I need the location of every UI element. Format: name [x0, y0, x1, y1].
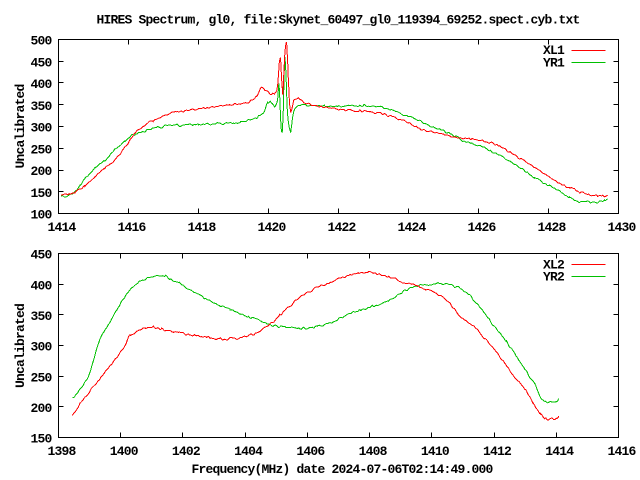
svg-text:100: 100 [30, 208, 52, 223]
svg-text:1422: 1422 [327, 220, 356, 235]
svg-text:1402: 1402 [172, 444, 201, 459]
svg-text:HIRES Spectrum, gl0, file:Skyn: HIRES Spectrum, gl0, file:Skynet_60497_g… [96, 13, 579, 28]
svg-text:1414: 1414 [545, 444, 574, 459]
svg-text:500: 500 [30, 34, 52, 49]
svg-text:1398: 1398 [47, 444, 76, 459]
svg-text:1408: 1408 [359, 444, 388, 459]
svg-text:XL2: XL2 [543, 258, 565, 273]
svg-text:Uncalibrated: Uncalibrated [13, 84, 28, 168]
svg-text:450: 450 [30, 248, 52, 263]
svg-text:400: 400 [30, 278, 52, 293]
svg-text:350: 350 [30, 309, 52, 324]
svg-text:1420: 1420 [257, 220, 286, 235]
svg-text:Uncalibrated: Uncalibrated [13, 304, 28, 388]
svg-text:300: 300 [30, 340, 52, 355]
svg-text:1404: 1404 [234, 444, 263, 459]
svg-text:1426: 1426 [467, 220, 496, 235]
svg-text:1400: 1400 [110, 444, 139, 459]
svg-text:YR1: YR1 [543, 56, 565, 71]
svg-text:XL1: XL1 [543, 43, 565, 58]
svg-text:350: 350 [30, 99, 52, 114]
svg-text:1424: 1424 [397, 220, 426, 235]
svg-text:150: 150 [30, 186, 52, 201]
svg-text:1416: 1416 [607, 444, 636, 459]
svg-text:1410: 1410 [421, 444, 450, 459]
svg-text:150: 150 [30, 432, 52, 447]
svg-text:1430: 1430 [607, 220, 636, 235]
svg-text:Frequency(MHz) date 2024-07-06: Frequency(MHz) date 2024-07-06T02:14:49.… [191, 462, 493, 477]
svg-text:1416: 1416 [117, 220, 146, 235]
svg-text:450: 450 [30, 55, 52, 70]
svg-text:1406: 1406 [296, 444, 325, 459]
svg-text:1428: 1428 [537, 220, 566, 235]
svg-text:300: 300 [30, 121, 52, 136]
svg-text:250: 250 [30, 370, 52, 385]
svg-text:200: 200 [30, 401, 52, 416]
svg-text:1412: 1412 [483, 444, 512, 459]
svg-text:1414: 1414 [47, 220, 76, 235]
svg-text:250: 250 [30, 142, 52, 157]
svg-text:YR2: YR2 [543, 270, 565, 285]
svg-text:400: 400 [30, 77, 52, 92]
svg-text:200: 200 [30, 164, 52, 179]
svg-text:1418: 1418 [187, 220, 216, 235]
